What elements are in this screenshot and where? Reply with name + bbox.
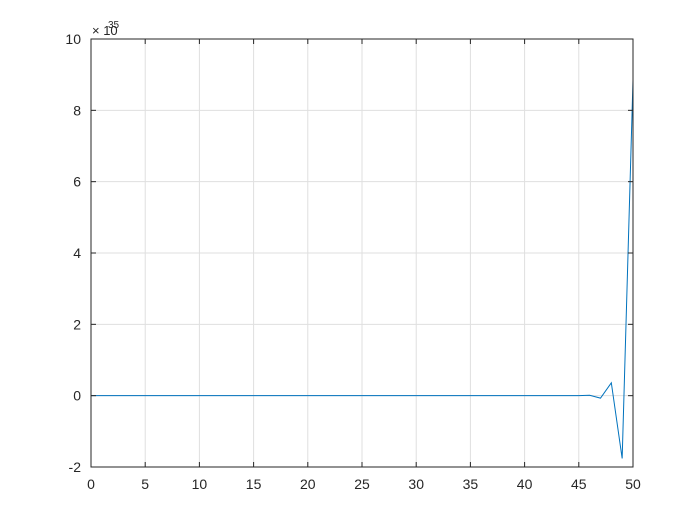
x-tick-label: 40 bbox=[517, 476, 533, 492]
x-tick-label: 25 bbox=[354, 476, 370, 492]
x-tick-label: 50 bbox=[625, 476, 641, 492]
x-tick-label: 15 bbox=[246, 476, 262, 492]
y-tick-label: 6 bbox=[73, 174, 81, 190]
y-tick-label: 2 bbox=[73, 316, 81, 332]
y-tick-label: 4 bbox=[73, 245, 81, 261]
y-tick-label: 0 bbox=[73, 388, 81, 404]
x-tick-label: 30 bbox=[408, 476, 424, 492]
x-tick-labels: 0 5 10 15 20 25 30 35 40 45 50 bbox=[87, 476, 641, 492]
series-line bbox=[91, 80, 634, 459]
x-tick-label: 0 bbox=[87, 476, 95, 492]
x-tick-label: 45 bbox=[571, 476, 587, 492]
x-tick-label: 20 bbox=[300, 476, 316, 492]
series-group bbox=[91, 80, 634, 459]
x-tick-label: 10 bbox=[192, 476, 208, 492]
y-tick-label: -2 bbox=[69, 459, 82, 475]
ticks bbox=[90, 38, 634, 468]
y-exponent-power: 35 bbox=[108, 20, 120, 31]
y-tick-labels: -2 0 2 4 6 8 10 bbox=[65, 31, 81, 475]
y-tick-label: 8 bbox=[73, 102, 81, 118]
y-exponent-base: × 10 bbox=[92, 23, 118, 38]
y-tick-label: 10 bbox=[65, 31, 81, 47]
x-tick-label: 5 bbox=[141, 476, 149, 492]
x-tick-label: 35 bbox=[463, 476, 479, 492]
grid bbox=[90, 38, 634, 468]
